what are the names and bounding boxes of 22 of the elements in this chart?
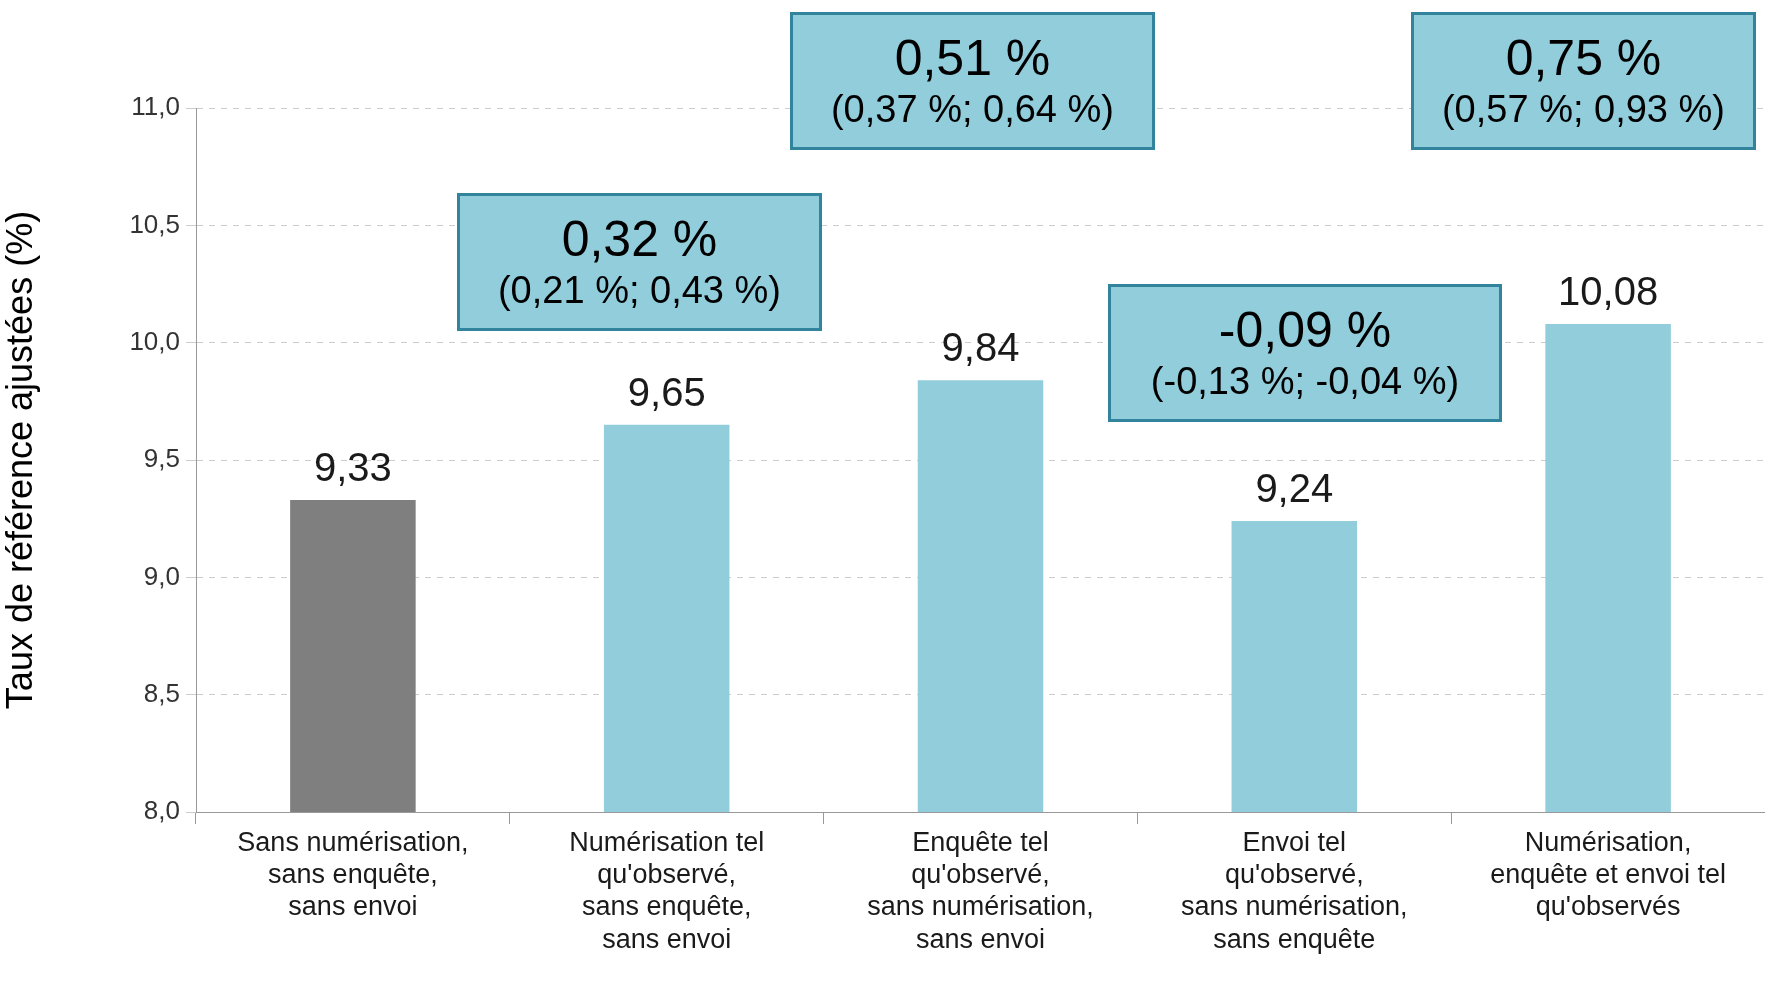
data-label: 9,65 (627, 369, 706, 414)
data-label: 9,33 (313, 444, 392, 489)
x-tick-label: Envoi tel qu'observé, sans numérisation, sans enquête (1180, 826, 1408, 954)
annotation: -0,09 % (-0,13 %; -0,04 %) (1149, 302, 1461, 404)
x-tick-label: Enquête tel qu'observé, sans numérisation, sans envoi (867, 826, 1094, 954)
y-tick-label: 8,5 (143, 677, 180, 708)
y-tick-label: 8,0 (143, 795, 180, 826)
x-tick-label: Numérisation tel qu'observé, sans enquête, sans envoi (569, 826, 765, 954)
annotation: 0,75 % (0,57 %; 0,93 %) (1440, 30, 1726, 132)
data-label: 10,08 (1558, 268, 1659, 313)
y-tick-label: 10,5 (129, 208, 180, 239)
y-axis-title: Taux de référence ajustées (%) (0, 210, 40, 710)
y-tick-label: 9,0 (143, 560, 180, 591)
y-tick-label: 11,0 (131, 91, 180, 122)
y-tick-label: 10,0 (129, 325, 180, 356)
data-label: 9,84 (941, 325, 1020, 370)
y-tick-label: 9,5 (143, 443, 180, 474)
x-tick-label: Numérisation, enquête et envoi tel qu'observés (1490, 826, 1726, 922)
annotation: 0,51 % (0,37 %; 0,64 %) (829, 30, 1115, 132)
x-tick-label: Sans numérisation, sans enquête, sans envoi (237, 826, 469, 922)
data-label: 9,24 (1255, 466, 1334, 511)
annotation: 0,32 % (0,21 %; 0,43 %) (496, 211, 782, 313)
